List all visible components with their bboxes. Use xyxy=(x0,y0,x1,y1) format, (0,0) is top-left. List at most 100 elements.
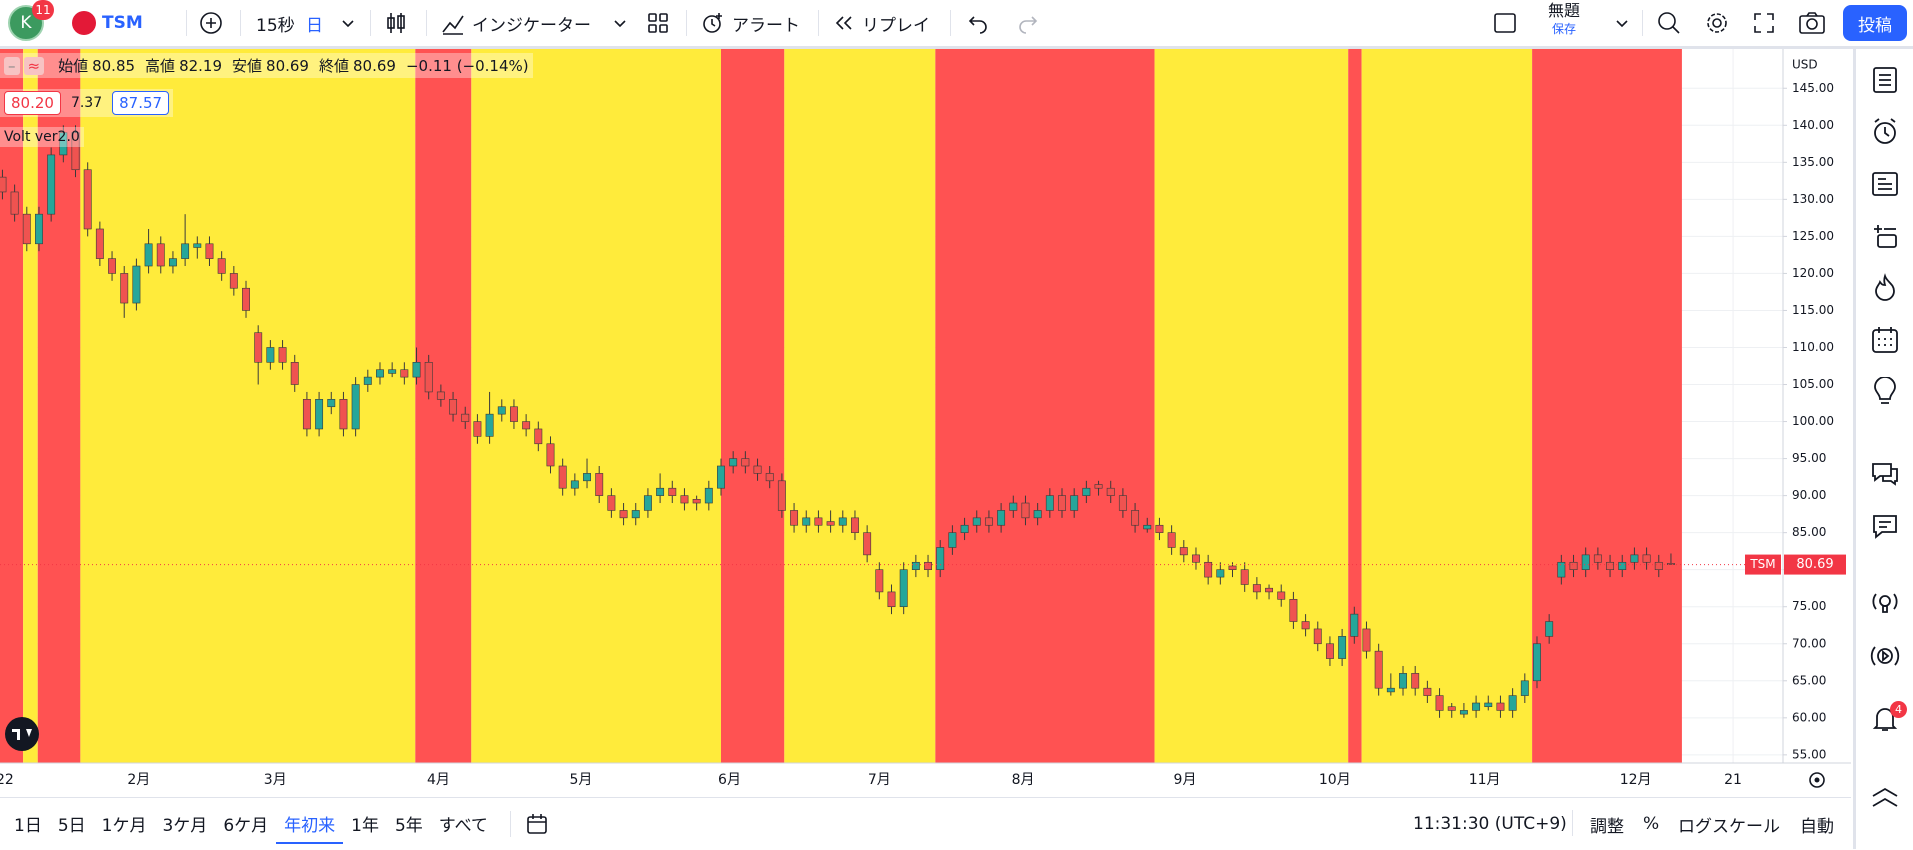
replay: リプレイ xyxy=(862,15,930,36)
x-tick-label: 9月 xyxy=(1174,772,1197,788)
alarm-icon xyxy=(703,13,722,33)
add-list-icon[interactable] xyxy=(1870,221,1900,251)
date-range-button[interactable]: 6ケ月 xyxy=(223,815,269,836)
change: −0.11 (−0.14%) xyxy=(405,56,529,75)
candle-body xyxy=(704,487,713,504)
undo-icon xyxy=(968,16,987,34)
symbol-search[interactable]: TSM xyxy=(72,0,143,46)
search-button[interactable] xyxy=(1656,0,1682,46)
snapshot-button[interactable] xyxy=(1798,0,1826,46)
date-range-button[interactable]: 年初来 xyxy=(276,805,344,844)
candle-body xyxy=(0,176,7,193)
indicators-button[interactable]: インジケーター xyxy=(440,0,591,46)
candle-body xyxy=(1545,621,1554,637)
chats-icon[interactable] xyxy=(1870,511,1900,541)
notifications-icon[interactable] xyxy=(1870,704,1900,734)
candle-body xyxy=(765,473,774,482)
layout-menu[interactable] xyxy=(1614,0,1630,46)
news-icon[interactable] xyxy=(1870,169,1900,199)
alerts-icon[interactable] xyxy=(1870,117,1900,147)
alert: アラート xyxy=(732,15,800,36)
auto-scale[interactable]: 自動 xyxy=(1800,816,1834,837)
date-range-button[interactable]: 5年 xyxy=(394,815,423,836)
streams-icon[interactable] xyxy=(1870,589,1900,619)
settings-button[interactable] xyxy=(1704,0,1730,46)
publish-button[interactable]: 投稿 xyxy=(1843,5,1907,41)
hotlist-icon[interactable] xyxy=(1870,273,1900,303)
date-range-button[interactable]: 1年 xyxy=(351,815,379,836)
currency[interactable]: USD xyxy=(1792,58,1818,72)
date-range-button[interactable]: すべて xyxy=(438,815,488,836)
candle-body xyxy=(534,428,543,445)
collapse-icon[interactable] xyxy=(1870,784,1900,814)
interval-button[interactable]: 15秒 xyxy=(256,0,295,46)
percent[interactable]: % xyxy=(1643,814,1660,834)
collapse-button[interactable]: – xyxy=(4,56,20,75)
candle-body xyxy=(95,228,104,259)
layout-name[interactable]: 無題 保存 xyxy=(1548,2,1580,38)
candle-body xyxy=(59,132,68,156)
candle-body xyxy=(656,487,665,496)
x-tick-label: 5月 xyxy=(569,772,592,788)
price-axis-background xyxy=(1783,49,1851,797)
logo-circle xyxy=(5,717,39,751)
square-icon xyxy=(1494,13,1516,33)
candle-body xyxy=(1216,569,1225,578)
interval-menu[interactable] xyxy=(340,0,356,46)
date-range-button[interactable]: 1日 xyxy=(14,815,42,836)
fullscreen-button[interactable] xyxy=(1752,0,1776,46)
y-tick-label: 60.00 xyxy=(1792,710,1826,724)
log-scale[interactable]: ログスケール xyxy=(1678,816,1780,837)
candle-body xyxy=(83,169,92,230)
signal-band xyxy=(415,49,472,763)
candle-body xyxy=(1094,484,1103,489)
indicators-menu[interactable] xyxy=(612,0,628,46)
x-tick-label: 6月 xyxy=(718,772,741,788)
layout-toggle[interactable] xyxy=(1492,0,1518,46)
candle-body xyxy=(1179,547,1188,556)
candle-body xyxy=(1277,591,1286,600)
adjust[interactable]: 調整 xyxy=(1590,816,1624,837)
axis-settings[interactable] xyxy=(1809,772,1825,788)
watchlist-icon[interactable] xyxy=(1870,65,1900,95)
x-tick-label: 11月 xyxy=(1469,772,1501,788)
compare-button[interactable] xyxy=(198,0,224,46)
alert-button[interactable]: アラート xyxy=(700,0,800,46)
x-tick-label: 3月 xyxy=(264,772,287,788)
chart-type-button[interactable] xyxy=(384,0,408,46)
redo-button[interactable] xyxy=(1016,0,1040,46)
candle-body xyxy=(461,413,470,422)
replay-button[interactable]: リプレイ xyxy=(832,0,930,46)
chat-icon[interactable] xyxy=(1870,459,1900,489)
chevron-icon xyxy=(614,20,626,28)
compare-icon[interactable]: ≈ xyxy=(23,56,45,75)
tv-logo[interactable] xyxy=(5,717,39,751)
top-toolbar: K 11 TSM 15秒 日 インジケーター アラート リプレイ 無題 保存 投… xyxy=(0,0,1913,49)
date-range-button[interactable]: 1ケ月 xyxy=(101,815,147,836)
goto-date-icon[interactable] xyxy=(525,812,549,836)
broadcast-icon[interactable] xyxy=(1870,641,1900,671)
candle-body xyxy=(1435,695,1444,711)
range-button[interactable]: 日 xyxy=(306,0,323,46)
candle-body xyxy=(168,258,177,267)
low-value: 80.69 xyxy=(266,56,309,75)
candle-body xyxy=(1399,673,1407,689)
candle-body xyxy=(424,362,433,393)
gear-center xyxy=(1814,777,1820,783)
signal-band xyxy=(1348,49,1362,763)
date-range-button[interactable]: 3ケ月 xyxy=(162,815,208,836)
clock[interactable]: 11:31:30 (UTC+9) xyxy=(1413,814,1567,834)
candles xyxy=(0,125,1783,718)
y-tick-label: 55.00 xyxy=(1792,747,1826,761)
ohlc-row: – ≈ 始値 80.85 高値 82.19 安値 80.69 終値 80.69 −0.1… xyxy=(0,53,533,78)
layout-button[interactable] xyxy=(646,0,670,46)
calendar-icon[interactable] xyxy=(1870,325,1900,355)
gear-icon xyxy=(1809,772,1825,788)
undo-button[interactable] xyxy=(966,0,990,46)
indicator-row[interactable]: Volt ver2.0 xyxy=(0,127,84,147)
ideas-icon[interactable] xyxy=(1870,377,1900,407)
candle-body xyxy=(1362,628,1371,652)
candle-body xyxy=(10,191,19,215)
date-range-button[interactable]: 5日 xyxy=(57,815,86,836)
signal-bands xyxy=(0,49,1682,763)
